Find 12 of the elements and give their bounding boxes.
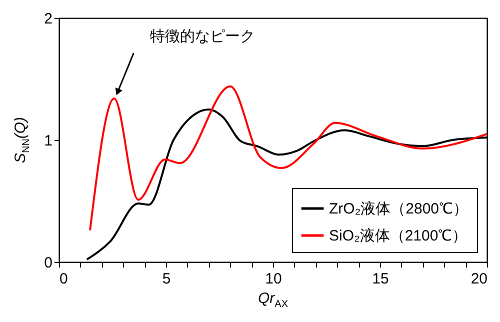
x-tick-label: 20 xyxy=(470,270,488,288)
x-tick-label: 15 xyxy=(372,270,389,288)
x-tick-label: 0 xyxy=(60,270,68,288)
annotation: 特徴的なピーク xyxy=(150,28,256,46)
x-tick-label: 5 xyxy=(162,270,171,288)
x-axis-title: Qr$_{AX}$ xyxy=(258,290,288,310)
legend-label: SiO₂液体（2100℃） xyxy=(329,228,468,244)
legend-label: ZrO₂液体（2800℃） xyxy=(329,200,468,218)
y-tick-label: 1 xyxy=(44,132,52,150)
x-tick-label: 10 xyxy=(265,270,282,288)
y-tick-label: 2 xyxy=(44,10,52,28)
y-tick-label: 0 xyxy=(44,254,52,272)
